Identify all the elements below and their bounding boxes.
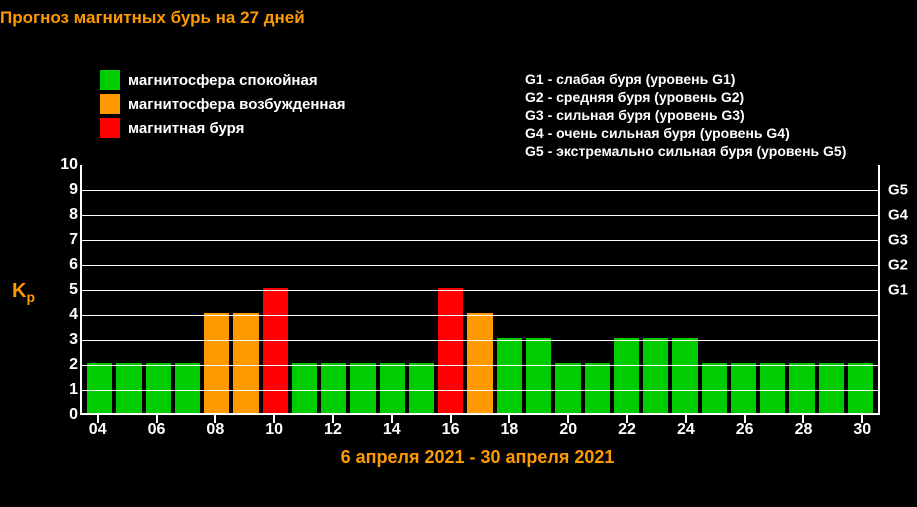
y-tick: 4 (58, 306, 78, 324)
plot-area: 012345678910G1G2G3G4G5 (80, 165, 880, 415)
kp-chart: Kp 012345678910G1G2G3G4G5 6 апреля 2021 … (60, 165, 895, 485)
y-tick: 5 (58, 281, 78, 299)
y-tick: 6 (58, 256, 78, 274)
y-tick: 9 (58, 181, 78, 199)
legend-swatch (100, 94, 120, 114)
x-tick: 06 (148, 421, 166, 439)
g-scale-row: G3 - сильная буря (уровень G3) (525, 106, 846, 124)
y-tick: 3 (58, 331, 78, 349)
bar-day-5 (116, 363, 141, 413)
g-level-label: G4 (888, 207, 908, 224)
bars-container (82, 165, 878, 413)
page-title: Прогноз магнитных бурь на 27 дней (0, 0, 917, 28)
x-tick: 04 (89, 421, 107, 439)
bar-day-27 (760, 363, 785, 413)
x-tick: 16 (442, 421, 460, 439)
y-tick: 0 (58, 406, 78, 424)
legend: магнитосфера спокойная магнитосфера возбу… (100, 70, 346, 142)
bar-day-28 (789, 363, 814, 413)
bar-day-17 (467, 313, 492, 413)
x-tick: 24 (677, 421, 695, 439)
g-scale-row: G2 - средняя буря (уровень G2) (525, 88, 846, 106)
legend-swatch (100, 118, 120, 138)
x-tick: 10 (265, 421, 283, 439)
bar-day-6 (146, 363, 171, 413)
gridline (82, 240, 878, 241)
bar-day-29 (819, 363, 844, 413)
bar-day-10 (263, 288, 288, 413)
y-axis-label: Kp (12, 280, 35, 305)
gridline (82, 340, 878, 341)
gridline (82, 265, 878, 266)
bar-day-22 (614, 338, 639, 413)
bar-day-15 (409, 363, 434, 413)
bar-day-7 (175, 363, 200, 413)
bar-day-26 (731, 363, 756, 413)
x-tick: 14 (383, 421, 401, 439)
bar-day-11 (292, 363, 317, 413)
gridline (82, 315, 878, 316)
gridline (82, 390, 878, 391)
bar-day-23 (643, 338, 668, 413)
bar-day-30 (848, 363, 873, 413)
g-level-label: G2 (888, 257, 908, 274)
legend-item: магнитосфера возбужденная (100, 94, 346, 114)
bar-day-21 (585, 363, 610, 413)
bar-day-18 (497, 338, 522, 413)
x-tick: 12 (324, 421, 342, 439)
legend-swatch (100, 70, 120, 90)
bar-day-12 (321, 363, 346, 413)
bar-day-4 (87, 363, 112, 413)
g-level-label: G1 (888, 282, 908, 299)
g-level-label: G5 (888, 182, 908, 199)
legend-label: магнитосфера возбужденная (128, 96, 346, 113)
bar-day-8 (204, 313, 229, 413)
bar-day-24 (672, 338, 697, 413)
gridline (82, 215, 878, 216)
bar-day-16 (438, 288, 463, 413)
x-tick: 22 (618, 421, 636, 439)
gridline (82, 365, 878, 366)
g-scale-row: G1 - слабая буря (уровень G1) (525, 70, 846, 88)
bar-day-13 (350, 363, 375, 413)
g-scale-row: G4 - очень сильная буря (уровень G4) (525, 124, 846, 142)
bar-day-14 (380, 363, 405, 413)
g-scale-row: G5 - экстремально сильная буря (уровень … (525, 142, 846, 160)
bar-day-25 (702, 363, 727, 413)
g-level-label: G3 (888, 232, 908, 249)
x-tick: 28 (795, 421, 813, 439)
legend-item: магнитосфера спокойная (100, 70, 346, 90)
y-tick: 2 (58, 356, 78, 374)
x-axis-title: 6 апреля 2021 - 30 апреля 2021 (60, 447, 895, 468)
legend-label: магнитосфера спокойная (128, 72, 318, 89)
x-tick: 18 (501, 421, 519, 439)
bar-day-9 (233, 313, 258, 413)
y-tick: 8 (58, 206, 78, 224)
x-tick: 26 (736, 421, 754, 439)
y-tick: 10 (58, 156, 78, 174)
bar-day-19 (526, 338, 551, 413)
legend-label: магнитная буря (128, 120, 244, 137)
x-tick: 08 (206, 421, 224, 439)
y-tick: 1 (58, 381, 78, 399)
y-tick: 7 (58, 231, 78, 249)
x-tick: 30 (853, 421, 871, 439)
gridline (82, 190, 878, 191)
legend-item: магнитная буря (100, 118, 346, 138)
g-scale-legend: G1 - слабая буря (уровень G1)G2 - средня… (525, 70, 846, 160)
bar-day-20 (555, 363, 580, 413)
gridline (82, 290, 878, 291)
x-tick: 20 (559, 421, 577, 439)
